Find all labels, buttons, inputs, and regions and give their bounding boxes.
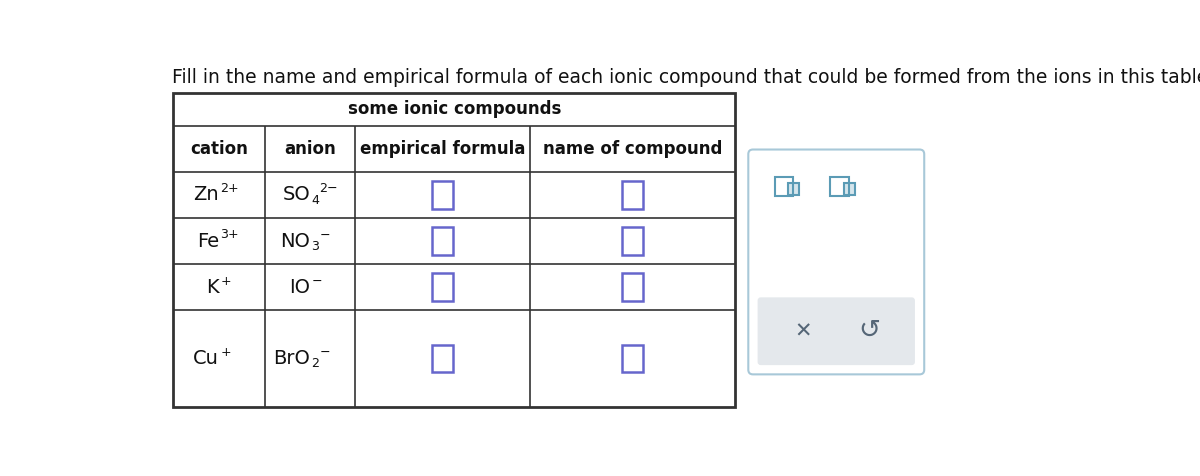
Text: 3+: 3+ bbox=[221, 228, 239, 241]
Bar bbox=[775, 177, 793, 196]
Text: ✕: ✕ bbox=[794, 321, 811, 341]
Text: 2+: 2+ bbox=[221, 182, 239, 195]
Text: BrO: BrO bbox=[274, 349, 310, 368]
Bar bbox=[623, 181, 642, 209]
FancyBboxPatch shape bbox=[757, 298, 914, 365]
Bar bbox=[173, 92, 736, 407]
Text: empirical formula: empirical formula bbox=[360, 140, 526, 158]
Bar bbox=[788, 183, 799, 195]
Bar bbox=[788, 183, 799, 195]
Text: −: − bbox=[319, 228, 330, 241]
Bar bbox=[844, 183, 856, 195]
Text: some ionic compounds: some ionic compounds bbox=[348, 100, 560, 118]
Text: −: − bbox=[312, 275, 323, 288]
Text: Zn: Zn bbox=[193, 186, 218, 205]
Bar bbox=[844, 183, 856, 195]
Text: 2: 2 bbox=[312, 357, 319, 370]
Text: Fe: Fe bbox=[197, 232, 218, 251]
Bar bbox=[432, 345, 452, 372]
Bar bbox=[623, 345, 642, 372]
Text: name of compound: name of compound bbox=[542, 140, 722, 158]
FancyBboxPatch shape bbox=[749, 149, 924, 374]
Text: 2−: 2− bbox=[319, 182, 338, 195]
Text: −: − bbox=[319, 346, 330, 359]
Bar bbox=[623, 228, 642, 255]
Text: 4: 4 bbox=[312, 194, 319, 207]
Text: Fill in the name and empirical formula of each ionic compound that could be form: Fill in the name and empirical formula o… bbox=[172, 68, 1200, 87]
Text: IO: IO bbox=[289, 278, 310, 297]
Text: anion: anion bbox=[284, 140, 336, 158]
Text: Cu: Cu bbox=[193, 349, 218, 368]
Text: K: K bbox=[206, 278, 218, 297]
Text: +: + bbox=[221, 275, 232, 288]
Text: SO: SO bbox=[282, 186, 310, 205]
Bar bbox=[432, 274, 452, 301]
Bar bbox=[623, 274, 642, 301]
Bar bbox=[432, 228, 452, 255]
Text: ↺: ↺ bbox=[858, 318, 881, 344]
Text: NO: NO bbox=[280, 232, 310, 251]
Bar bbox=[432, 181, 452, 209]
Text: cation: cation bbox=[190, 140, 248, 158]
Text: 3: 3 bbox=[312, 240, 319, 253]
Bar bbox=[830, 177, 850, 196]
Text: +: + bbox=[221, 346, 232, 359]
